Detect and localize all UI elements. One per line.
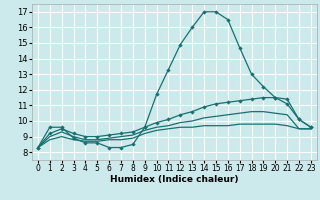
X-axis label: Humidex (Indice chaleur): Humidex (Indice chaleur) <box>110 175 239 184</box>
